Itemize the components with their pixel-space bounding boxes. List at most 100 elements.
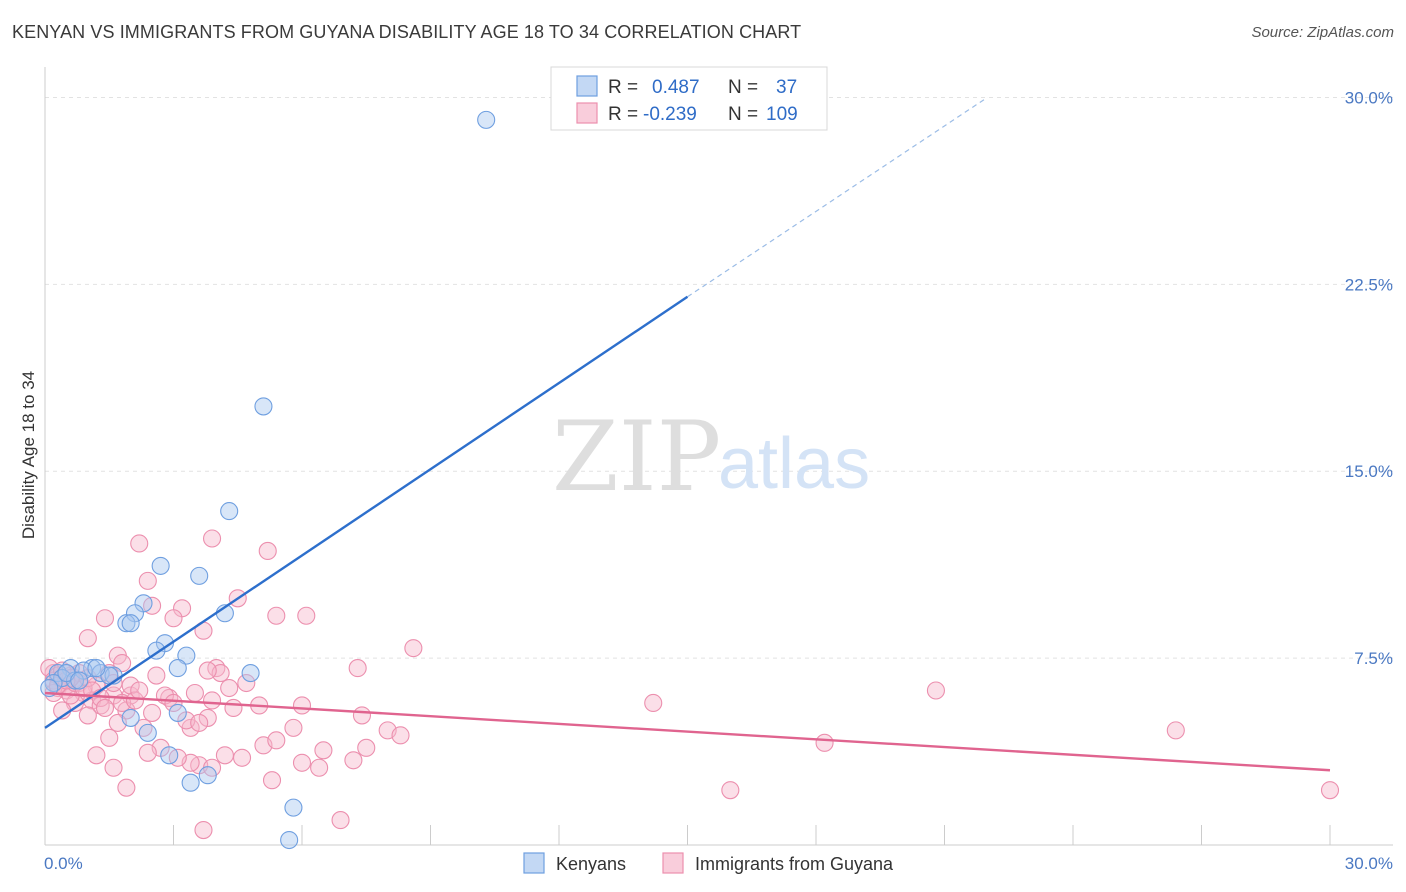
data-point-guyana <box>267 731 286 750</box>
data-point-guyana <box>143 703 162 722</box>
stats-legend: R = 0.487 N = 37 R = -0.239 N = 109 <box>550 66 828 131</box>
data-point-guyana <box>357 738 376 757</box>
data-point-guyana <box>164 693 183 713</box>
watermark: ZIP atlas <box>552 401 870 513</box>
x-axis-ticks <box>173 825 1331 845</box>
data-point-guyana <box>404 639 423 658</box>
stats-legend-r-kenyans: 0.487 <box>652 77 700 98</box>
data-point-guyana <box>147 666 166 685</box>
data-point-guyana <box>237 673 256 693</box>
stats-legend-n-kenyans: 37 <box>776 77 797 98</box>
y-tick-label: 15.0% <box>1345 462 1393 481</box>
y-tick-label: 30.0% <box>1345 88 1393 107</box>
data-point-kenyans <box>168 659 187 678</box>
data-point-guyana <box>121 676 140 695</box>
data-point-kenyans <box>181 773 200 792</box>
stats-legend-n-label-guyana: N = <box>728 104 758 125</box>
data-point-guyana <box>258 541 277 561</box>
regression-lines <box>44 96 1331 772</box>
y-axis-label: Disability Age 18 to 34 <box>19 371 38 539</box>
regression-line-guyana <box>44 691 1331 772</box>
source-label: Source: ZipAtlas.com <box>1251 24 1394 41</box>
data-point-guyana <box>190 713 209 732</box>
data-point-guyana <box>113 654 132 673</box>
data-point-guyana <box>220 678 239 698</box>
data-point-kenyans <box>241 664 260 683</box>
data-point-guyana <box>292 696 312 715</box>
data-point-guyana <box>198 708 217 727</box>
stats-legend-r-guyana: -0.239 <box>643 104 697 125</box>
data-point-guyana <box>1166 721 1185 740</box>
data-point-guyana <box>78 706 97 725</box>
data-point-guyana <box>1320 781 1340 800</box>
data-point-kenyans <box>254 397 273 416</box>
data-point-guyana <box>78 629 97 648</box>
data-point-guyana <box>198 661 217 680</box>
data-point-guyana <box>391 726 410 745</box>
data-point-kenyans <box>40 678 59 698</box>
stats-legend-n-label-kenyans: N = <box>728 77 758 98</box>
data-point-guyana <box>117 778 136 797</box>
data-point-kenyans <box>190 566 209 585</box>
data-point-guyana <box>203 529 222 548</box>
data-point-guyana <box>125 691 144 710</box>
data-point-guyana <box>926 681 945 700</box>
data-point-guyana <box>194 820 213 840</box>
data-point-guyana <box>224 698 243 717</box>
data-point-guyana <box>104 758 123 777</box>
data-point-guyana <box>267 606 286 625</box>
data-point-kenyans <box>284 798 303 817</box>
regression-line-kenyans <box>44 295 689 729</box>
data-point-guyana <box>644 693 663 713</box>
stats-legend-r-label-guyana: R = <box>608 104 638 125</box>
stats-legend-swatch-kenyans <box>576 75 598 97</box>
x-tick-label-min: 0.0% <box>44 854 83 873</box>
data-point-guyana <box>138 743 157 762</box>
data-point-kenyans <box>477 110 496 129</box>
data-point-guyana <box>352 706 372 725</box>
watermark-atlas: atlas <box>718 424 870 504</box>
data-point-guyana <box>292 753 312 772</box>
stats-legend-r-label-kenyans: R = <box>608 77 638 98</box>
data-point-guyana <box>100 728 119 747</box>
x-tick-label-max: 30.0% <box>1345 854 1393 873</box>
data-point-guyana <box>130 681 149 700</box>
data-point-guyana <box>314 741 333 760</box>
data-point-guyana <box>130 534 149 553</box>
y-tick-label: 7.5% <box>1354 649 1393 668</box>
data-point-kenyans <box>87 659 106 678</box>
data-point-guyana <box>164 609 183 628</box>
data-point-guyana <box>215 746 234 765</box>
data-point-kenyans <box>168 703 187 722</box>
legend-label-guyana: Immigrants from Guyana <box>695 854 894 874</box>
y-tick-label: 22.5% <box>1345 275 1393 294</box>
data-point-guyana <box>185 683 204 703</box>
data-point-guyana <box>815 733 834 752</box>
data-point-guyana <box>721 781 740 800</box>
data-point-kenyans <box>198 766 217 785</box>
legend-swatch-kenyans <box>523 852 545 874</box>
data-point-kenyans <box>280 830 299 850</box>
data-point-guyana <box>232 748 252 767</box>
regression-line-kenyans-extension <box>687 96 988 298</box>
data-point-guyana <box>348 659 367 678</box>
data-point-guyana <box>310 758 329 777</box>
data-point-kenyans <box>138 723 157 742</box>
data-point-guyana <box>344 751 363 770</box>
data-point-guyana <box>262 771 282 790</box>
legend-swatch-guyana <box>662 852 684 874</box>
data-point-guyana <box>203 691 222 710</box>
data-point-kenyans <box>177 646 196 665</box>
data-point-kenyans <box>220 502 239 521</box>
data-point-guyana <box>297 606 316 625</box>
data-point-kenyans <box>117 614 136 633</box>
data-point-kenyans <box>121 614 140 633</box>
y-axis-tick-labels: 7.5% 15.0% 22.5% 30.0% <box>1345 88 1393 668</box>
data-point-guyana <box>95 698 115 717</box>
series-immigrants-from-guyana <box>40 529 1340 840</box>
stats-legend-swatch-guyana <box>576 102 598 124</box>
stats-legend-n-guyana: 109 <box>766 104 798 125</box>
data-point-guyana <box>331 811 350 830</box>
data-point-kenyans <box>121 708 140 727</box>
